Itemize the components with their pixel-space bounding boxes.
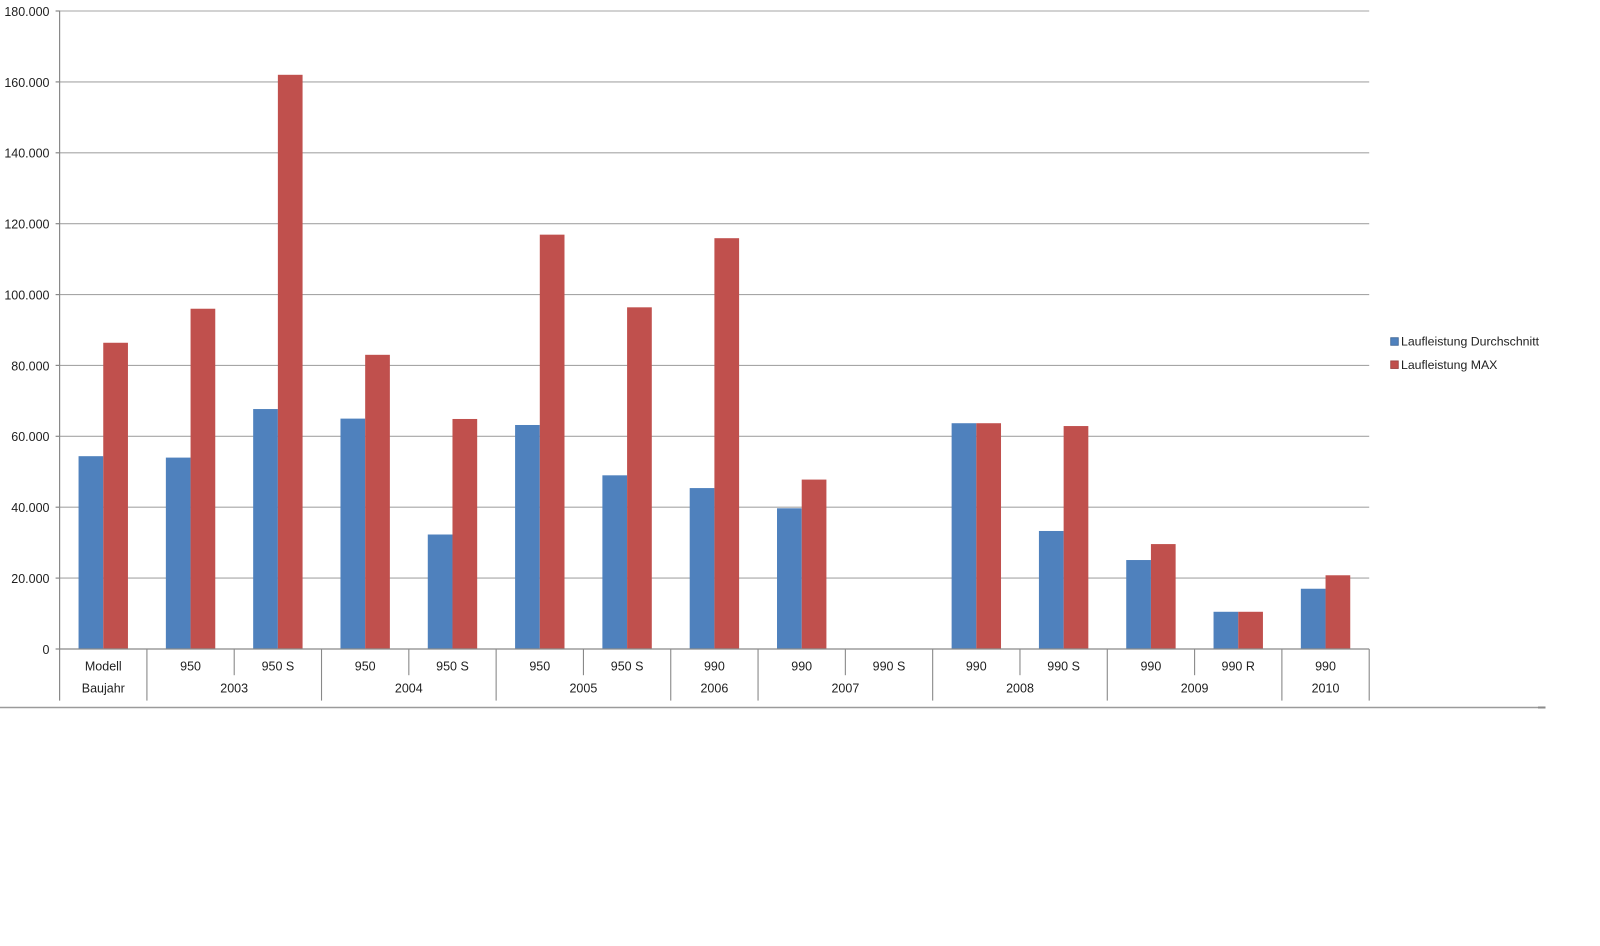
svg-text:950 S: 950 S (262, 660, 295, 674)
svg-text:990 R: 990 R (1222, 660, 1255, 674)
svg-text:Laufleistung Durchschnitt: Laufleistung Durchschnitt (1401, 335, 1540, 349)
svg-text:950: 950 (180, 660, 201, 674)
svg-text:990: 990 (1140, 660, 1161, 674)
svg-text:950: 950 (529, 660, 550, 674)
svg-text:2003: 2003 (220, 682, 248, 696)
svg-text:990: 990 (966, 660, 987, 674)
svg-text:2009: 2009 (1181, 682, 1209, 696)
svg-text:990: 990 (704, 660, 725, 674)
svg-text:60.000: 60.000 (11, 430, 49, 444)
svg-text:950: 950 (355, 660, 376, 674)
svg-text:950 S: 950 S (436, 660, 469, 674)
svg-text:80.000: 80.000 (11, 359, 49, 373)
svg-text:2005: 2005 (569, 682, 597, 696)
svg-text:2008: 2008 (1006, 682, 1034, 696)
svg-text:120.000: 120.000 (4, 218, 49, 232)
svg-text:40.000: 40.000 (11, 501, 49, 515)
svg-text:160.000: 160.000 (4, 76, 49, 90)
svg-text:20.000: 20.000 (11, 572, 49, 586)
svg-text:180.000: 180.000 (4, 5, 49, 19)
svg-text:990 S: 990 S (873, 660, 906, 674)
svg-text:2010: 2010 (1312, 682, 1340, 696)
svg-text:Modell: Modell (85, 660, 122, 674)
svg-text:100.000: 100.000 (4, 289, 49, 303)
svg-text:140.000: 140.000 (4, 147, 49, 161)
svg-text:2007: 2007 (831, 682, 859, 696)
svg-text:Laufleistung MAX: Laufleistung MAX (1401, 358, 1497, 372)
svg-text:Baujahr: Baujahr (82, 682, 125, 696)
svg-text:990: 990 (791, 660, 812, 674)
svg-text:2006: 2006 (700, 682, 728, 696)
svg-text:2004: 2004 (395, 682, 423, 696)
svg-text:990 S: 990 S (1047, 660, 1080, 674)
svg-text:950 S: 950 S (611, 660, 644, 674)
svg-text:0: 0 (43, 643, 50, 657)
svg-text:990: 990 (1315, 660, 1336, 674)
